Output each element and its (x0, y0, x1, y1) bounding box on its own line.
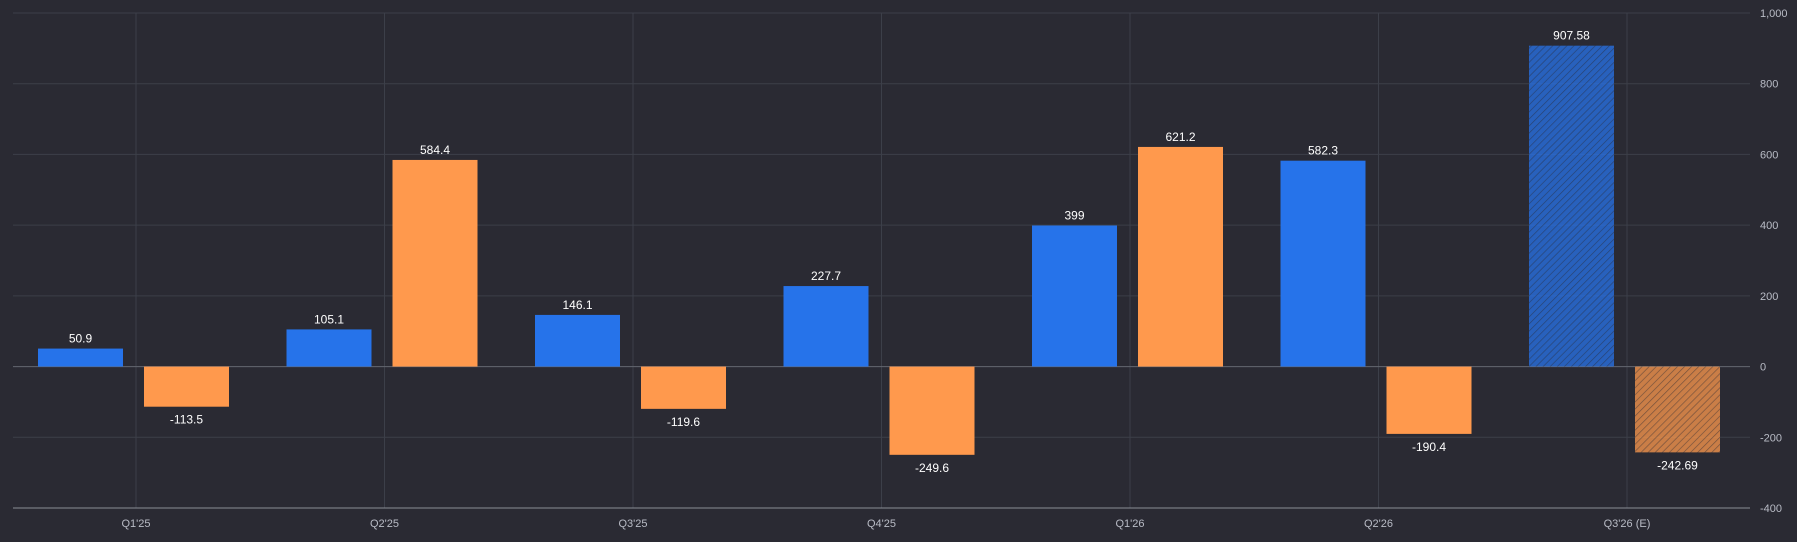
y-tick-label: -400 (1760, 503, 1782, 515)
bar (286, 329, 372, 367)
bar (783, 286, 869, 367)
data-label: 50.9 (69, 332, 93, 346)
bar (1032, 225, 1117, 367)
bar (38, 348, 123, 367)
x-tick-label: Q1'25 (121, 518, 150, 530)
bar (144, 366, 229, 407)
y-tick-label: 400 (1760, 220, 1778, 232)
bar (1386, 366, 1472, 434)
x-tick-label: Q1'26 (1115, 518, 1144, 530)
bar (535, 314, 620, 367)
data-label: -119.6 (667, 415, 700, 429)
data-label: 584.4 (420, 143, 450, 157)
bar (1635, 366, 1720, 453)
y-tick-label: 1,000 (1760, 8, 1788, 20)
x-tick-label: Q3'26 (E) (1604, 518, 1651, 530)
data-label: 227.7 (811, 269, 841, 283)
data-label: 146.1 (562, 298, 592, 312)
bar (1138, 146, 1223, 367)
bar (889, 366, 975, 455)
y-tick-label: -200 (1760, 432, 1782, 444)
bar (392, 159, 478, 367)
data-label: 105.1 (314, 312, 344, 326)
data-label: -190.4 (1412, 440, 1446, 454)
x-tick-label: Q2'26 (1364, 518, 1393, 530)
data-label: 399 (1064, 208, 1084, 222)
y-tick-label: 0 (1760, 362, 1766, 374)
bar (641, 366, 726, 409)
bar (1529, 45, 1614, 367)
data-label: -249.6 (915, 461, 949, 475)
data-label: 582.3 (1308, 144, 1338, 158)
y-tick-label: 200 (1760, 291, 1778, 303)
data-label: -242.69 (1657, 458, 1698, 472)
y-tick-label: 600 (1760, 149, 1778, 161)
x-tick-label: Q2'25 (370, 518, 399, 530)
data-label: -113.5 (170, 413, 203, 427)
data-label: 907.58 (1553, 29, 1590, 43)
bar (1280, 160, 1366, 367)
data-label: 621.2 (1165, 130, 1195, 144)
y-tick-label: 800 (1760, 79, 1778, 91)
x-tick-label: Q3'25 (618, 518, 647, 530)
x-tick-label: Q4'25 (867, 518, 896, 530)
